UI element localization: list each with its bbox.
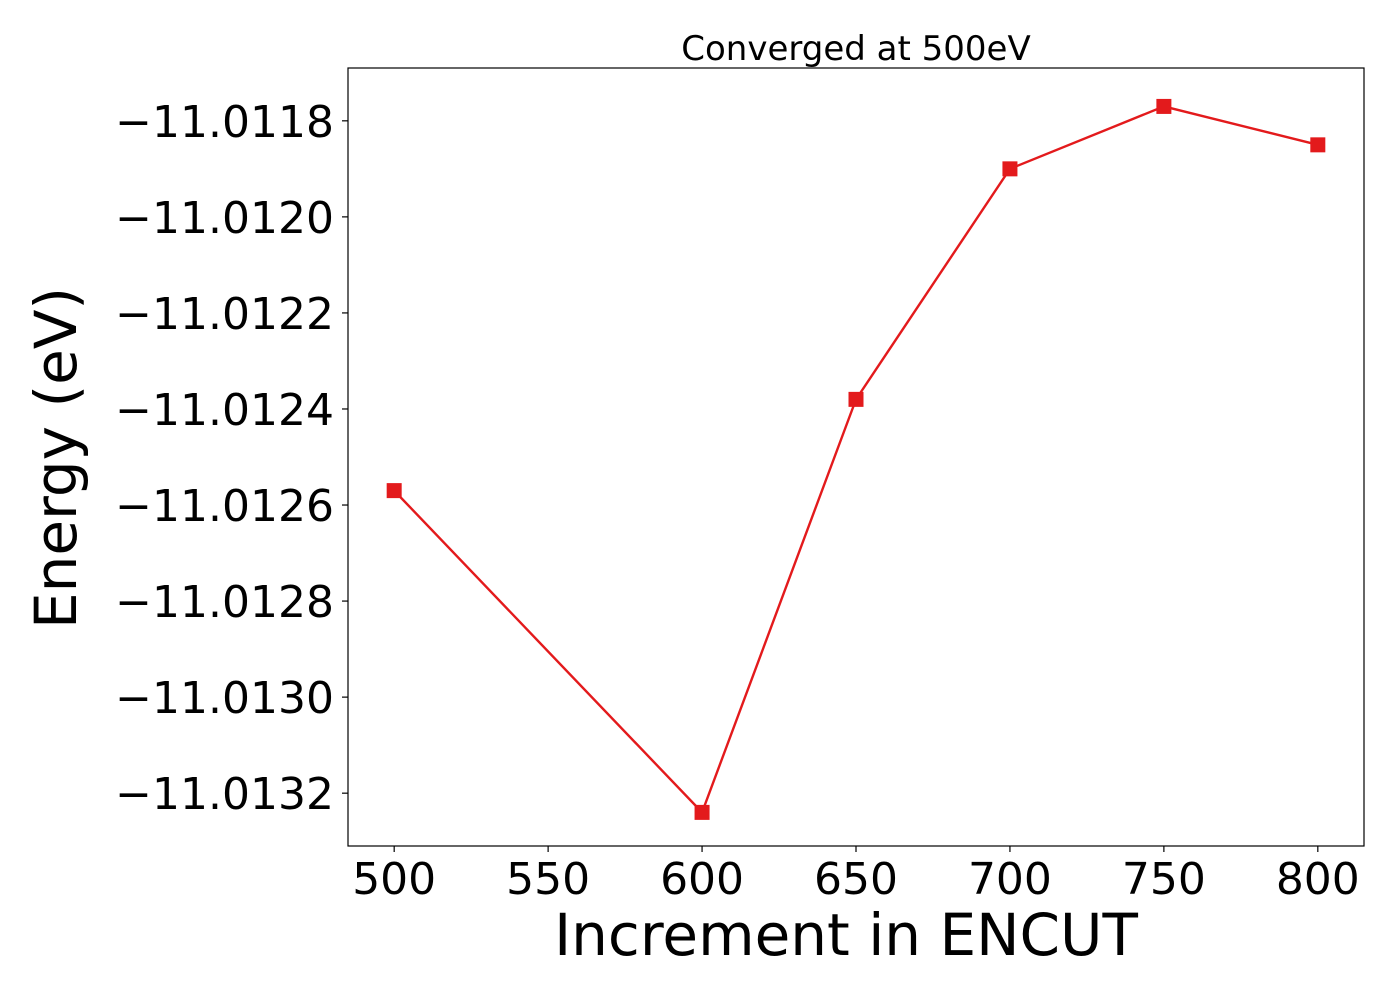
y-tick-label: −11.0124 bbox=[115, 385, 334, 436]
y-axis-ticks: −11.0132 −11.0130 −11.0128 −11.0126 −11.0124… bbox=[115, 97, 348, 820]
x-tick-label: 500 bbox=[352, 854, 436, 905]
x-tick-label: 800 bbox=[1276, 854, 1360, 905]
x-axis-ticks: 500 550 600 650 700 750 800 bbox=[352, 846, 1360, 905]
y-tick-label: −11.0132 bbox=[115, 769, 334, 820]
y-axis-label: Energy (eV) bbox=[22, 287, 90, 629]
x-axis-label: Increment in ENCUT bbox=[554, 901, 1138, 969]
y-tick-label: −11.0128 bbox=[115, 577, 334, 628]
x-tick-label: 700 bbox=[968, 854, 1052, 905]
data-point-marker bbox=[1156, 98, 1172, 114]
series-line bbox=[393, 105, 1319, 815]
y-tick-label: −11.0122 bbox=[115, 289, 334, 340]
data-point-marker bbox=[1002, 161, 1018, 177]
data-point-marker bbox=[1310, 137, 1326, 153]
x-tick-label: 750 bbox=[1122, 854, 1206, 905]
chart-title: Converged at 500eV bbox=[681, 29, 1030, 69]
y-tick-label: −11.0120 bbox=[115, 193, 334, 244]
x-tick-label: 650 bbox=[814, 854, 898, 905]
plot-area-frame bbox=[347, 67, 1365, 847]
y-tick-label: −11.0118 bbox=[115, 97, 334, 148]
series-layer bbox=[386, 98, 1326, 820]
y-tick-label: −11.0126 bbox=[115, 481, 334, 532]
data-point-marker bbox=[694, 804, 710, 820]
data-point-marker bbox=[848, 391, 864, 407]
y-tick-label: −11.0130 bbox=[115, 673, 334, 724]
x-tick-label: 550 bbox=[506, 854, 590, 905]
x-tick-label: 600 bbox=[660, 854, 744, 905]
data-point-marker bbox=[386, 483, 402, 499]
